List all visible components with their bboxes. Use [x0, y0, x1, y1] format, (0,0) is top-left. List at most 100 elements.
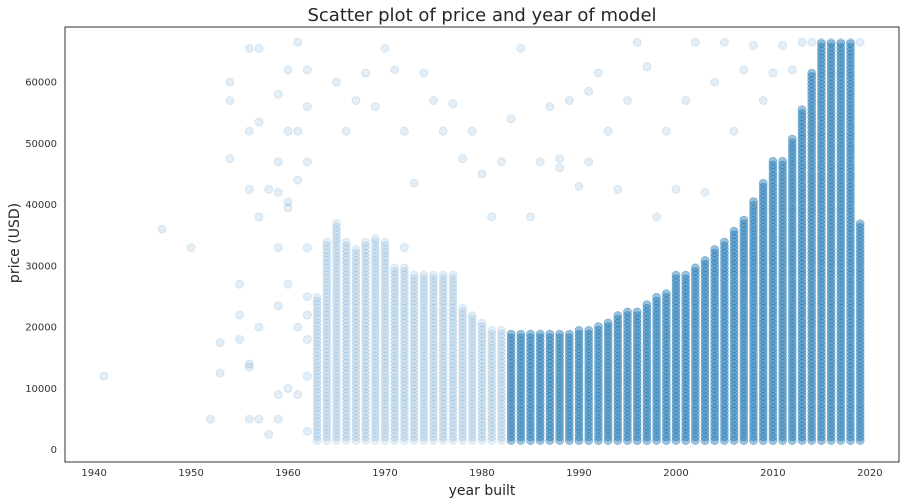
- scatter-point: [739, 359, 749, 368]
- scatter-point: [370, 388, 380, 398]
- scatter-point: [497, 395, 506, 405]
- scatter-point: [370, 425, 380, 434]
- scatter-point: [681, 388, 691, 398]
- scatter-point: [487, 347, 497, 357]
- scatter-point: [661, 126, 671, 136]
- scatter-point: [758, 325, 768, 335]
- scatter-point: [603, 336, 613, 346]
- scatter-point: [429, 355, 438, 365]
- scatter-point: [720, 314, 729, 324]
- scatter-point: [370, 347, 380, 357]
- scatter-point: [390, 344, 400, 354]
- scatter-point: [322, 267, 332, 276]
- scatter-point: [322, 362, 332, 372]
- scatter-point: [729, 314, 739, 324]
- scatter-point: [332, 285, 341, 295]
- scatter-point: [332, 436, 341, 445]
- scatter-point: [497, 414, 506, 423]
- scatter-point: [370, 333, 380, 342]
- scatter-point: [477, 436, 487, 445]
- scatter-point: [613, 333, 623, 342]
- scatter-point: [594, 421, 603, 431]
- scatter-point: [390, 373, 400, 383]
- scatter-point: [458, 307, 467, 317]
- scatter-point: [817, 193, 826, 203]
- scatter-point: [429, 296, 438, 306]
- scatter-point: [467, 311, 477, 320]
- scatter-point: [768, 237, 778, 247]
- scatter-point: [419, 370, 429, 379]
- scatter-point: [690, 377, 700, 387]
- x-tick-label: 2010: [760, 468, 785, 479]
- scatter-point: [351, 388, 361, 398]
- scatter-point: [332, 263, 341, 273]
- scatter-point: [380, 311, 390, 320]
- scatter-point: [778, 377, 787, 387]
- scatter-point: [661, 388, 671, 398]
- scatter-point: [477, 351, 487, 361]
- scatter-point: [710, 77, 720, 87]
- scatter-point: [817, 101, 826, 111]
- scatter-point: [467, 381, 477, 390]
- scatter-point: [749, 359, 758, 368]
- scatter-point: [341, 388, 351, 398]
- scatter-point: [787, 347, 797, 357]
- scatter-point: [419, 68, 429, 78]
- scatter-point: [370, 303, 380, 313]
- scatter-point: [642, 333, 652, 342]
- scatter-point: [458, 303, 467, 313]
- scatter-point: [380, 289, 390, 298]
- scatter-point: [322, 384, 332, 394]
- scatter-point: [351, 329, 361, 339]
- scatter-point: [467, 403, 477, 412]
- scatter-point: [739, 370, 749, 379]
- scatter-point: [409, 285, 419, 295]
- scatter-point: [438, 359, 448, 368]
- scatter-point: [390, 417, 400, 427]
- scatter-point: [283, 65, 293, 75]
- scatter-point: [545, 432, 555, 442]
- scatter-point: [787, 399, 797, 409]
- scatter-point: [729, 333, 739, 342]
- scatter-point: [467, 347, 477, 357]
- scatter-point: [729, 432, 739, 442]
- scatter-point: [778, 178, 787, 188]
- scatter-point: [244, 414, 254, 424]
- scatter-point: [380, 300, 390, 309]
- scatter-point: [661, 347, 671, 357]
- scatter-point: [438, 270, 448, 280]
- scatter-point: [409, 395, 419, 405]
- scatter-point: [380, 384, 390, 394]
- scatter-point: [390, 425, 400, 434]
- scatter-point: [351, 259, 361, 269]
- scatter-point: [438, 373, 448, 383]
- scatter-point: [390, 410, 400, 420]
- scatter-point: [535, 329, 545, 339]
- scatter-point: [739, 399, 749, 409]
- scatter-point: [807, 263, 817, 273]
- scatter-point: [332, 432, 341, 442]
- scatter-point: [564, 377, 574, 387]
- scatter-point: [419, 340, 429, 350]
- scatter-point: [729, 388, 739, 398]
- scatter-point: [400, 392, 409, 401]
- scatter-point: [322, 336, 332, 346]
- scatter-point: [467, 425, 477, 434]
- scatter-point: [720, 270, 729, 280]
- scatter-point: [351, 256, 361, 265]
- scatter-point: [332, 425, 341, 434]
- scatter-point: [429, 278, 438, 287]
- scatter-point: [409, 355, 419, 365]
- scatter-point: [739, 425, 749, 434]
- scatter-point: [574, 399, 584, 409]
- scatter-point: [419, 329, 429, 339]
- scatter-point: [613, 347, 623, 357]
- scatter-point: [429, 370, 438, 379]
- scatter-point: [729, 252, 739, 262]
- scatter-point: [361, 248, 370, 258]
- scatter-point: [312, 377, 322, 387]
- scatter-point: [448, 292, 458, 302]
- scatter-point: [380, 410, 390, 420]
- scatter-point: [254, 322, 264, 332]
- scatter-point: [419, 300, 429, 309]
